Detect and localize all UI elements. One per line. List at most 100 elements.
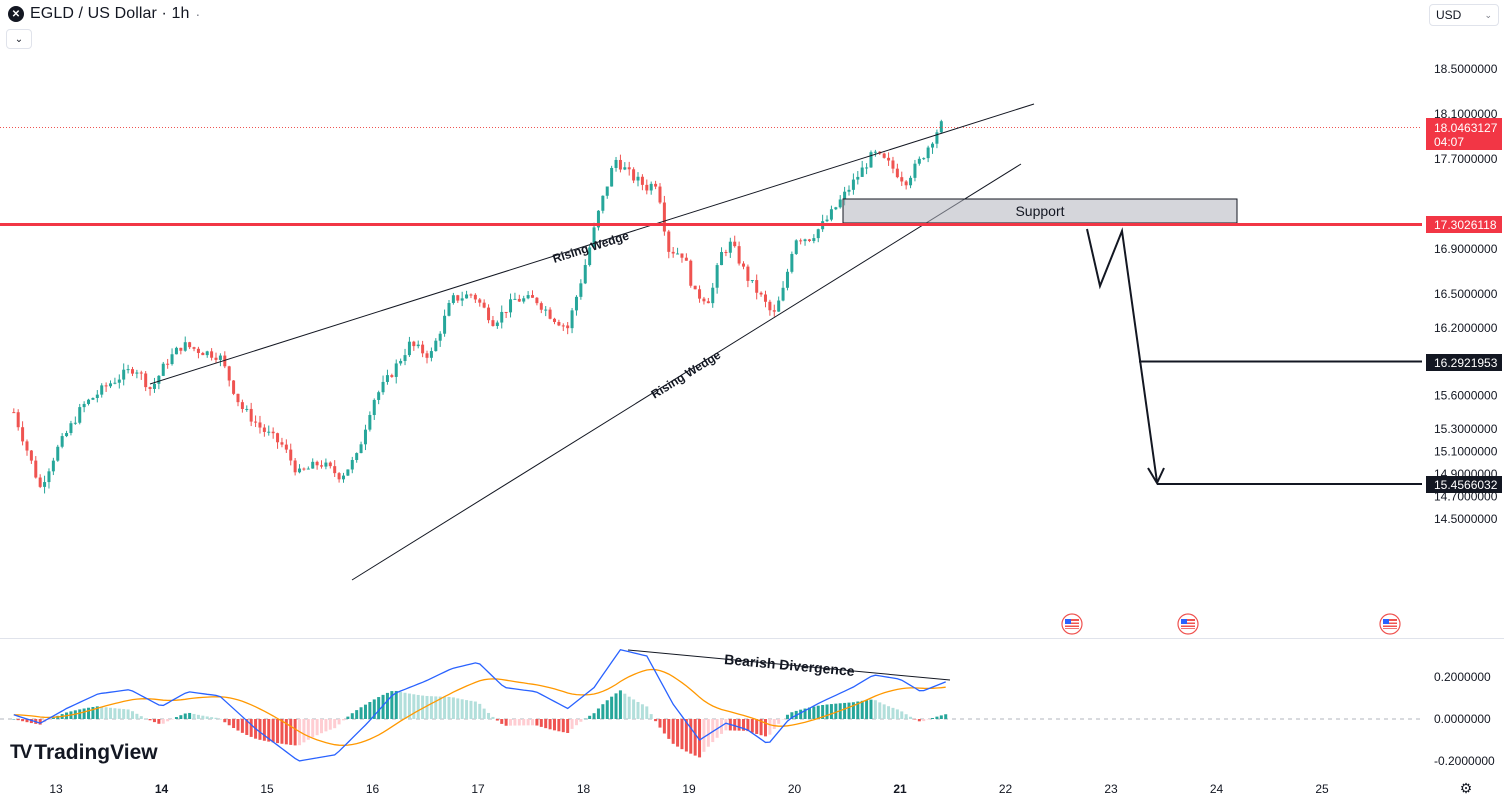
candle-body [82,403,86,408]
candle-body [179,347,183,351]
macd-hist-bar [557,719,561,732]
macd-hist-bar [91,707,95,719]
time-tick-label: 15 [260,782,274,796]
candle-body [676,253,680,255]
us-event-icon[interactable] [1379,613,1401,635]
macd-hist-bar [627,696,631,719]
candle-body [465,294,469,299]
macd-hist-bar [135,713,139,719]
candle-body [922,158,926,160]
candle-body [891,160,895,169]
macd-hist-bar [821,705,825,719]
last-price-badge: 18.0463127 04:07 [1426,118,1502,150]
projection-path[interactable] [1086,227,1158,483]
candle-body [403,355,407,361]
wedge-lower-line[interactable] [351,163,1022,581]
price-tick-label: 15.1000000 [1434,445,1498,459]
macd-hist-bar [240,719,244,733]
candle-body [552,318,556,322]
candle-body [109,383,113,387]
chart-header: ✕ EGLD / US Dollar · 1h · [8,4,200,24]
macd-hist-bar [561,719,565,733]
time-tick-label: 21 [893,782,907,796]
time-axis[interactable]: 13 14 15 16 17 18 19 20 21 22 23 24 25 [49,782,1329,796]
macd-hist-bar [385,692,389,719]
tradingview-logo[interactable]: TV TradingView [10,741,158,765]
candle-body [746,266,750,281]
candle-body [271,431,275,434]
candle-body [860,167,864,177]
candle-body [372,399,376,416]
candle-body [236,393,240,403]
macd-hist-bar [878,702,882,719]
candle-body [95,394,99,399]
time-tick-label: 24 [1210,782,1224,796]
candle-body [851,179,855,190]
gear-icon[interactable]: ⚙ [1459,780,1473,796]
macd-hist-bar [500,719,504,724]
candle-body [227,366,231,381]
macd-hist-bar [267,719,271,742]
candle-body [174,347,178,355]
candle-body [205,351,209,356]
candle-body [473,294,477,300]
candle-body [78,407,82,423]
candle-body [311,461,315,469]
macd-hist-bar [78,709,82,719]
candle-body [654,183,658,187]
candle-body [135,372,139,374]
currency-select[interactable]: USD ⌄ [1429,4,1499,26]
macd-hist-bar [522,719,526,726]
macd-hist-bar [935,716,939,719]
macd-hist-bar [166,719,170,722]
macd-hist-bar [16,719,20,721]
candle-body [276,433,280,443]
candle-body [359,444,363,454]
candle-body [504,311,508,313]
wedge-upper-line[interactable] [149,103,1035,385]
us-event-icon[interactable] [1177,613,1199,635]
candle-body [667,231,671,252]
candle-body [509,299,513,313]
macd-hist-bar [214,717,218,719]
macd-hist-bar [495,719,499,721]
macd-hist-bar [412,694,416,719]
candle-body [350,459,354,470]
candle-body [737,246,741,264]
macd-hist-bar [473,701,477,719]
divergence-line[interactable] [627,649,951,681]
candle-body [750,280,754,282]
macd-hist-bar [799,709,803,719]
candle-body [702,298,706,302]
candle-body [909,177,913,186]
candle-body [306,468,310,470]
macd-hist-bar [869,699,873,719]
support-zone[interactable] [842,198,1238,224]
us-event-icon[interactable] [1061,613,1083,635]
symbol-title[interactable]: EGLD / US Dollar · 1h [30,5,190,22]
candle-body [47,471,51,483]
egld-logo-icon: ✕ [8,6,24,22]
time-tick-label: 22 [999,782,1013,796]
collapse-legend-button[interactable]: ⌄ [6,29,32,49]
candle-body [487,307,491,321]
macd-hist-bar [377,697,381,719]
macd-hist-bar [205,716,209,719]
macd-hist-bar [851,702,855,719]
macd-hist-bar [262,719,266,741]
candle-body [126,369,130,371]
candle-body [592,227,596,248]
chevron-down-icon: ⌄ [1484,9,1492,20]
price-tick-label: 16.5000000 [1434,287,1498,301]
candle-body [829,209,833,220]
macd-hist-bar [865,700,869,719]
macd-hist-bar [469,700,473,719]
macd-hist-bar [130,711,134,719]
candle-body [926,147,930,159]
macd-hist-bar [324,719,328,732]
candle-body [254,421,258,423]
candle-body [627,167,631,170]
macd-hist-bar [509,719,513,726]
macd-hist-bar [693,719,697,756]
